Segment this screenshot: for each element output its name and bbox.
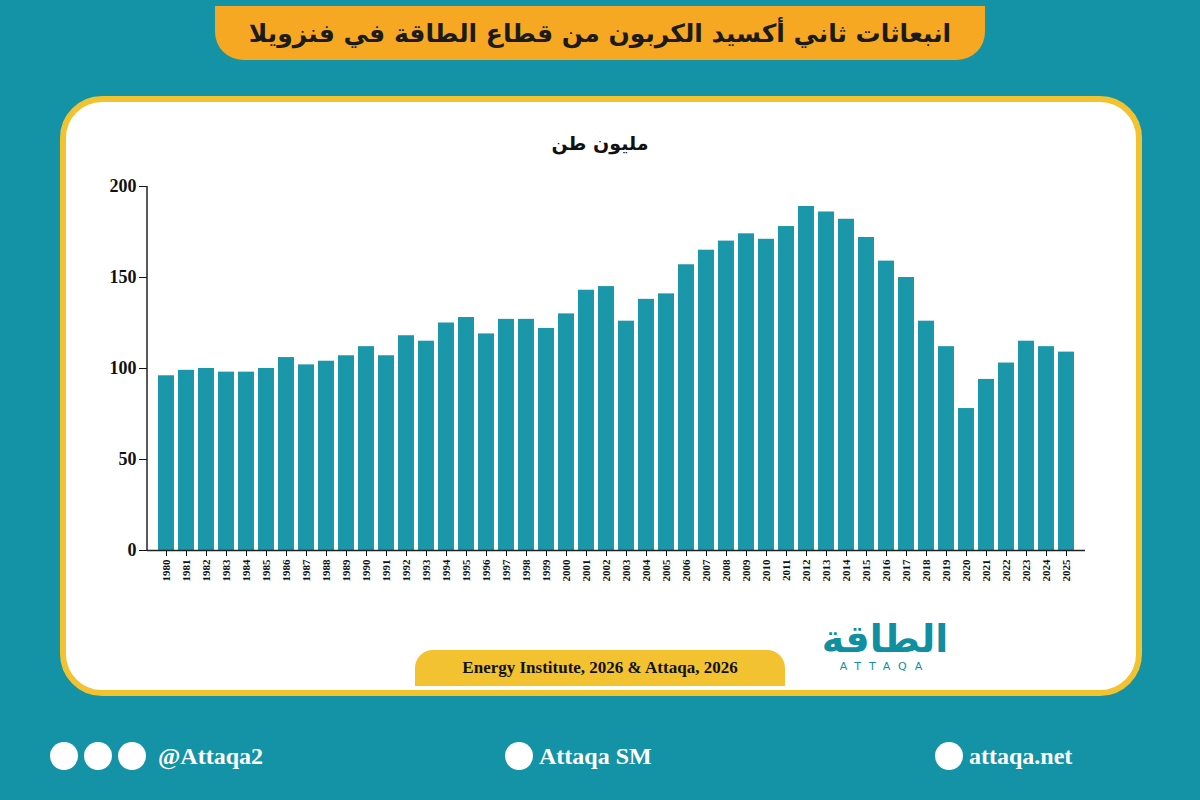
svg-text:1993: 1993	[420, 559, 432, 582]
svg-text:1997: 1997	[500, 559, 512, 582]
svg-text:2015: 2015	[860, 559, 872, 582]
html-text:Energy Institute, 2026 & Attaq: Energy Institute, 2026 & Attaqa, 2026	[462, 658, 738, 677]
svg-text:2013: 2013	[820, 559, 832, 582]
html-text:انبعاثات ثاني أكسيد الكربون من: انبعاثات ثاني أكسيد الكربون من قطاع الطا…	[248, 18, 952, 48]
svg-text:2006: 2006	[680, 559, 692, 582]
svg-text:2022: 2022	[1000, 559, 1012, 582]
svg-text:2001: 2001	[580, 560, 592, 582]
svg-text:200: 200	[110, 176, 137, 196]
svg-text:2003: 2003	[620, 559, 632, 582]
svg-text:2008: 2008	[720, 559, 732, 582]
svg-text:2021: 2021	[980, 560, 992, 582]
svg-text:1987: 1987	[300, 559, 312, 582]
svg-text:1984: 1984	[240, 559, 252, 582]
svg-text:1980: 1980	[160, 559, 172, 582]
svg-text:150: 150	[110, 267, 137, 287]
svg-text:1999: 1999	[540, 559, 552, 582]
html-text:attaqa.net: attaqa.net	[969, 742, 1073, 769]
html-text:مليون طن: مليون طن	[551, 132, 649, 154]
svg-text:2004: 2004	[640, 559, 652, 582]
svg-text:2002: 2002	[600, 559, 612, 582]
svg-text:1982: 1982	[200, 559, 212, 582]
html-text:ATTAQA: ATTAQA	[839, 660, 931, 673]
svg-text:1985: 1985	[260, 559, 272, 582]
svg-text:2024: 2024	[1040, 559, 1052, 582]
svg-text:2018: 2018	[920, 559, 932, 582]
svg-text:50: 50	[119, 449, 137, 469]
svg-text:1988: 1988	[320, 559, 332, 582]
svg-text:0: 0	[128, 540, 137, 560]
svg-text:2012: 2012	[800, 559, 812, 582]
svg-text:1994: 1994	[440, 559, 452, 582]
svg-text:1998: 1998	[520, 559, 532, 582]
svg-text:2011: 2011	[780, 560, 792, 581]
svg-text:1990: 1990	[360, 559, 372, 582]
svg-text:2005: 2005	[660, 559, 672, 582]
svg-text:1983: 1983	[220, 559, 232, 582]
html-text:الطاقة: الطاقة	[821, 617, 949, 661]
svg-text:1981: 1981	[180, 560, 192, 582]
svg-text:2010: 2010	[760, 559, 772, 582]
svg-text:2014: 2014	[840, 559, 852, 582]
svg-text:2023: 2023	[1020, 559, 1032, 582]
html-text:@Attaqa2: @Attaqa2	[158, 742, 263, 769]
svg-text:2025: 2025	[1060, 559, 1072, 582]
svg-text:2000: 2000	[560, 559, 572, 582]
svg-text:100: 100	[110, 358, 137, 378]
svg-text:2009: 2009	[740, 559, 752, 582]
svg-text:1992: 1992	[400, 559, 412, 582]
html-text:Attaqa SM: Attaqa SM	[539, 742, 652, 769]
svg-text:1996: 1996	[480, 559, 492, 582]
svg-text:1989: 1989	[340, 559, 352, 582]
svg-text:2017: 2017	[900, 559, 912, 582]
svg-text:1991: 1991	[380, 560, 392, 582]
svg-text:2007: 2007	[700, 559, 712, 582]
svg-text:1986: 1986	[280, 559, 292, 582]
svg-text:2016: 2016	[880, 559, 892, 582]
svg-text:2020: 2020	[960, 559, 972, 582]
svg-text:1995: 1995	[460, 559, 472, 582]
svg-text:2019: 2019	[940, 559, 952, 582]
